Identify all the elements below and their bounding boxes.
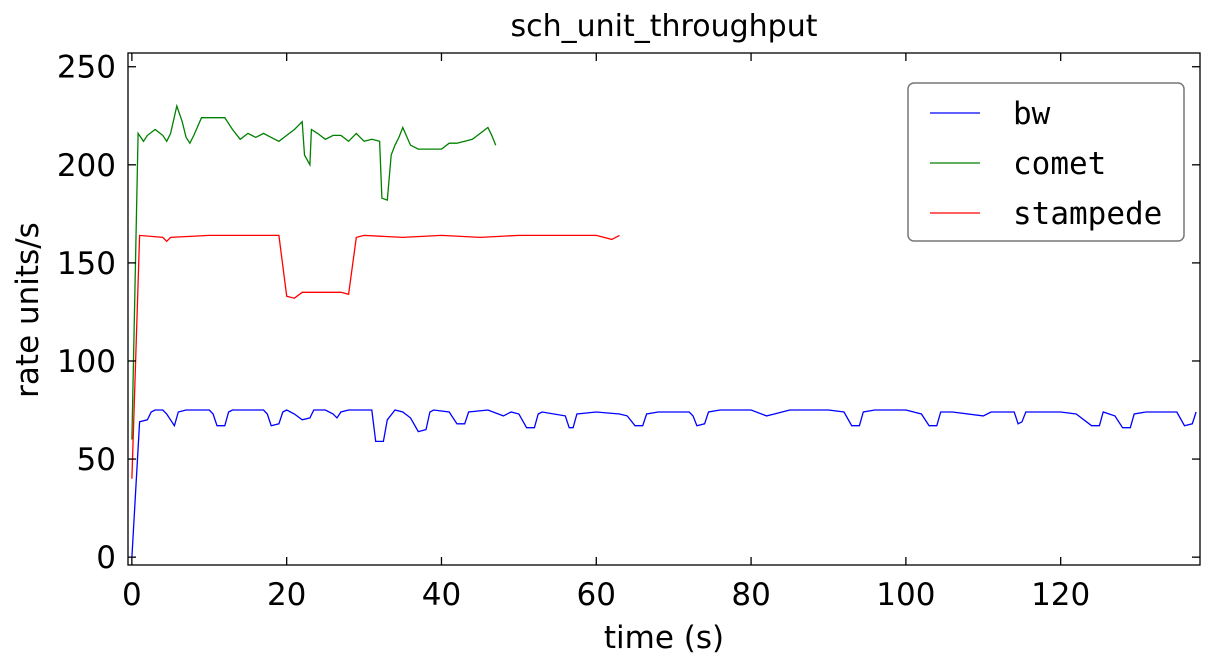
- y-tick-label: 0: [96, 540, 116, 576]
- y-tick-label: 50: [77, 442, 116, 478]
- y-tick-label: 200: [57, 148, 116, 184]
- axis-layer: 0 20 40 60 80 100 120 0 50 100 150 200 250: [57, 50, 1200, 613]
- x-axis-title: time (s): [604, 620, 724, 656]
- x-tick-label: 40: [422, 577, 461, 613]
- legend: bw comet stampede: [907, 82, 1185, 242]
- y-axis-title: rate units/s: [10, 222, 46, 398]
- legend-label-comet: comet: [1013, 146, 1106, 182]
- x-tick-label: 100: [876, 577, 935, 613]
- legend-label-stampede: stampede: [1013, 196, 1162, 232]
- legend-label-bw: bw: [1013, 96, 1051, 132]
- series-line-bw: [131, 409, 1197, 558]
- x-tick-label: 0: [122, 577, 142, 613]
- y-tick-label: 250: [57, 50, 116, 86]
- legend-entries: bw comet stampede: [930, 96, 1162, 232]
- x-tick-label: 80: [731, 577, 770, 613]
- series-line-stampede: [131, 234, 620, 479]
- series-layer: [131, 103, 1197, 558]
- x-tick-label: 60: [577, 577, 616, 613]
- x-tick-label: 120: [1031, 577, 1090, 613]
- y-tick-label: 100: [57, 344, 116, 380]
- chart-title: sch_unit_throughput: [511, 9, 818, 44]
- legend-box: [907, 82, 1185, 242]
- series-line-comet: [131, 103, 497, 440]
- y-tick-label: 150: [57, 246, 116, 282]
- x-tick-label: 20: [267, 577, 306, 613]
- plot-frame: [127, 52, 1201, 566]
